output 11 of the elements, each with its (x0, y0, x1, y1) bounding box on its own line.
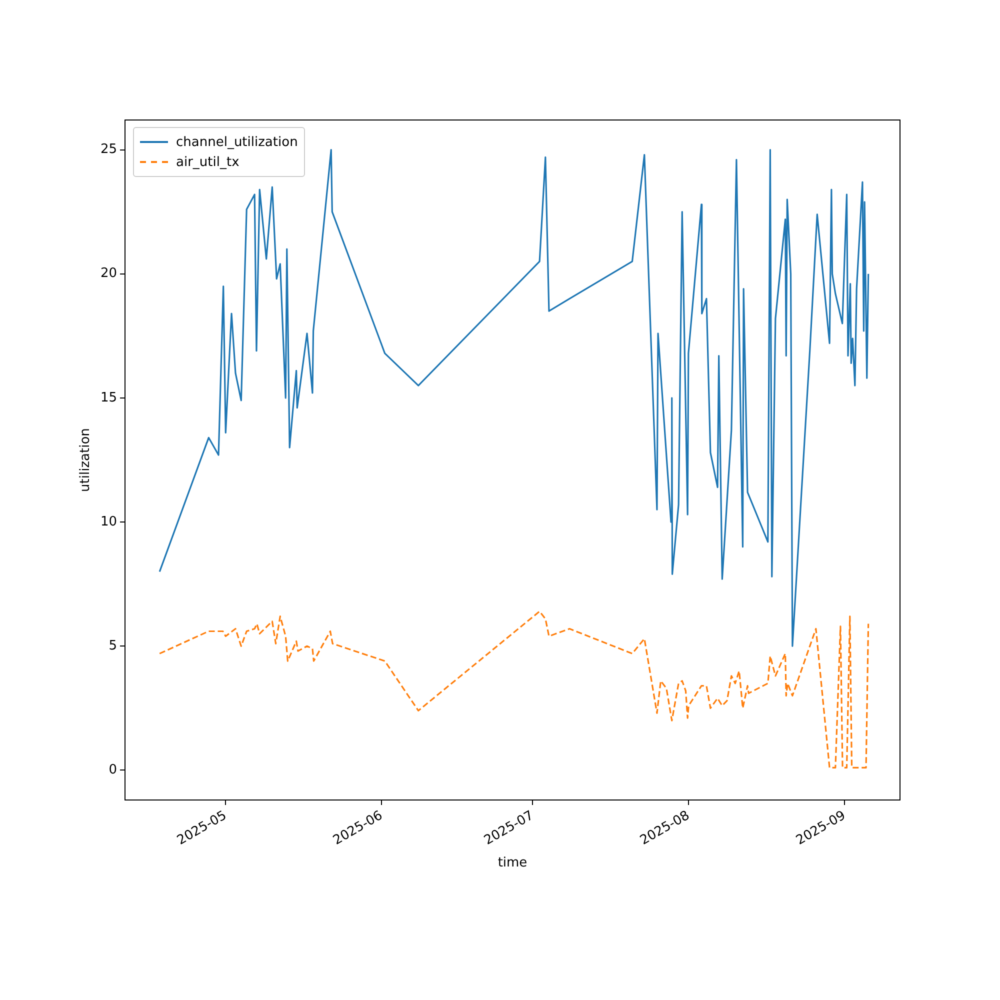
y-axis-title: utilization (78, 428, 94, 492)
y-tick-label: 25 (100, 142, 117, 158)
legend-label: air_util_tx (176, 154, 240, 170)
y-tick-label: 10 (100, 514, 117, 530)
x-axis-title: time (498, 856, 528, 871)
legend-label: channel_utilization (176, 134, 298, 150)
y-tick-label: 0 (108, 762, 117, 778)
line-series (158, 610, 870, 769)
y-tick-label: 20 (100, 266, 117, 282)
y-tick-label: 15 (100, 390, 117, 406)
y-tick-label: 5 (108, 638, 117, 654)
